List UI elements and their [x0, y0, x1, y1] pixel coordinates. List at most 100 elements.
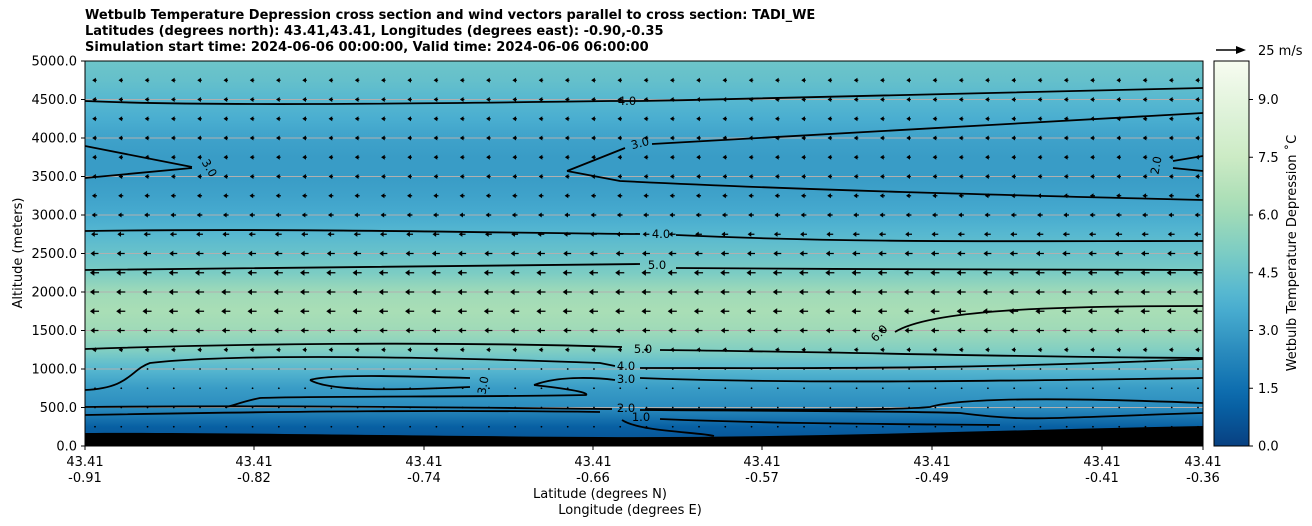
wind-vector — [197, 116, 202, 122]
wind-vector — [1116, 347, 1121, 353]
wind-vector — [91, 231, 98, 237]
wind-vector — [958, 193, 964, 199]
wind-vector — [958, 116, 964, 122]
wind-vector — [721, 212, 728, 218]
wind-vector — [354, 173, 360, 180]
wind-vector — [722, 77, 728, 83]
wind-vector — [380, 212, 387, 218]
wind-vector — [591, 96, 596, 103]
wind-vector — [223, 96, 229, 103]
wind-vector — [934, 425, 937, 428]
wind-vector — [302, 135, 307, 141]
wind-vector — [302, 77, 307, 83]
wind-vector — [669, 173, 675, 180]
wind-vector — [300, 308, 310, 315]
wind-vector — [221, 269, 231, 276]
wind-vector — [958, 347, 964, 353]
x-axis-label-longitude: Longitude (degrees E) — [558, 503, 702, 518]
wind-vector — [221, 308, 231, 315]
wind-vector — [459, 173, 465, 180]
wind-vector — [251, 425, 254, 428]
wind-vector — [511, 212, 518, 218]
wind-vector — [1140, 269, 1150, 276]
wind-vector — [772, 308, 782, 315]
wind-vector — [985, 347, 990, 353]
wind-vector — [1142, 77, 1148, 83]
wind-vector — [724, 387, 727, 390]
wind-vector — [485, 193, 491, 199]
wind-vector — [433, 96, 439, 103]
wind-vector — [1065, 406, 1068, 409]
wind-vector — [223, 193, 229, 199]
wind-vector — [380, 193, 386, 199]
wind-vector — [512, 347, 517, 353]
wind-vector — [932, 212, 938, 218]
wind-vector — [1144, 387, 1147, 390]
wind-vector — [984, 212, 991, 218]
wind-vector — [118, 77, 123, 83]
wind-vector — [750, 387, 753, 390]
contour-line — [85, 356, 1203, 391]
wind-vector — [772, 269, 782, 276]
wind-vector — [1087, 269, 1097, 276]
wind-vector — [1197, 406, 1199, 409]
wind-vector — [1142, 135, 1148, 141]
wind-vector — [197, 77, 202, 83]
wind-vector — [225, 387, 228, 390]
wind-vector — [747, 327, 756, 334]
wind-vector — [538, 116, 544, 122]
wind-vector — [1009, 269, 1019, 276]
wind-vector — [722, 154, 728, 160]
wind-vector — [1013, 406, 1016, 409]
wind-vector — [641, 327, 650, 334]
wind-vector — [170, 212, 177, 218]
wind-vector — [409, 425, 412, 428]
wind-vector — [615, 250, 624, 257]
contour-label: 4.0 — [618, 94, 636, 108]
wind-vector — [855, 387, 858, 390]
wind-vector — [251, 387, 254, 390]
wind-vector — [669, 116, 675, 122]
contour-line — [566, 147, 1203, 201]
x-tick-longitude: -0.91 — [68, 471, 102, 486]
wind-vector — [432, 231, 440, 237]
wind-vector — [118, 116, 123, 122]
wind-vector — [199, 425, 201, 428]
contour-line — [224, 377, 616, 408]
wind-vector — [589, 250, 598, 257]
wind-vector — [169, 231, 177, 237]
wind-vector — [381, 135, 386, 141]
colorbar-label: Wetbulb Temperature Depression ˚C — [1284, 135, 1300, 372]
wind-vector — [142, 308, 152, 315]
wind-vector — [564, 212, 571, 218]
wind-vector — [932, 154, 938, 160]
wind-vector — [381, 96, 386, 103]
y-tick-label: 3500.0 — [32, 170, 78, 185]
wind-vector — [435, 368, 438, 370]
wind-vector — [983, 250, 992, 257]
wind-vector — [458, 327, 467, 334]
wind-vector — [985, 116, 990, 122]
wind-vector — [225, 425, 228, 428]
wind-vector — [249, 116, 255, 122]
wind-vector — [668, 231, 676, 237]
wind-vector — [669, 212, 676, 218]
wind-vector — [748, 193, 754, 199]
wind-vector — [510, 269, 520, 276]
wind-vector — [248, 327, 257, 334]
contour-label: 2.0 — [1148, 155, 1165, 175]
wind-vector — [748, 212, 754, 218]
wind-vector — [827, 116, 833, 122]
wind-vector — [486, 135, 491, 141]
wind-vector — [693, 308, 704, 315]
wind-vector — [301, 212, 308, 218]
x-tick-latitude: 43.41 — [913, 455, 950, 470]
wind-vector — [302, 347, 307, 353]
wind-vector — [1011, 135, 1016, 141]
wind-vector — [352, 308, 362, 315]
wind-vector — [277, 425, 280, 428]
wind-vector — [853, 154, 859, 160]
wind-vector — [1197, 368, 1199, 370]
wind-vector — [172, 425, 175, 428]
wind-vector — [326, 250, 335, 257]
